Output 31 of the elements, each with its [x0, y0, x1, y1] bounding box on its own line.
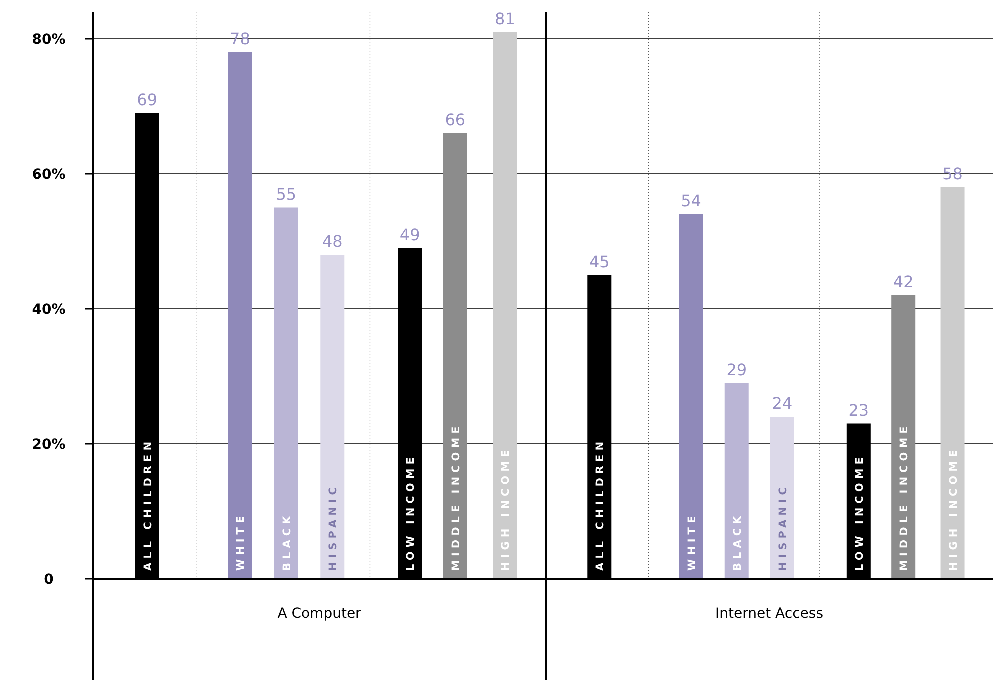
x-axis-title: Internet Access [716, 606, 824, 622]
y-tick-label: 40% [32, 302, 66, 318]
data-label: 48 [322, 232, 343, 251]
x-tick-label: LOW INCOME [405, 454, 418, 571]
data-label: 69 [137, 90, 158, 110]
x-tick-label: LOW INCOME [854, 454, 866, 571]
data-label: 42 [893, 272, 914, 292]
y-tick-label: 20% [32, 437, 66, 453]
data-label: 49 [400, 225, 420, 244]
x-tick-label: ALL CHILDREN [142, 438, 154, 571]
x-tick-label: HISPANIC [328, 483, 340, 571]
y-tick-label: 0 [44, 572, 54, 588]
x-tick-label: WHITE [235, 512, 248, 571]
x-tick-label: BLACK [281, 512, 294, 571]
data-label: 24 [772, 394, 793, 413]
x-tick-label: MIDDLE INCOME [898, 422, 911, 571]
data-label: 55 [276, 184, 297, 204]
data-label: 29 [726, 360, 748, 380]
y-tick-label: 60% [32, 167, 66, 183]
data-label: 45 [589, 252, 610, 272]
data-label: 54 [681, 192, 702, 210]
x-axis-title: A Computer [278, 606, 362, 622]
x-tick-label: ALL CHILDREN [594, 438, 607, 571]
y-tick-label: 80% [32, 32, 66, 48]
data-label: 81 [495, 9, 516, 28]
x-tick-label: BLACK [732, 512, 744, 571]
data-label: 66 [445, 110, 466, 130]
x-tick-label: WHITE [686, 512, 698, 571]
data-label: 23 [848, 400, 870, 420]
x-tick-label: MIDDLE INCOME [450, 422, 462, 571]
x-tick-label: HISPANIC [777, 483, 790, 571]
